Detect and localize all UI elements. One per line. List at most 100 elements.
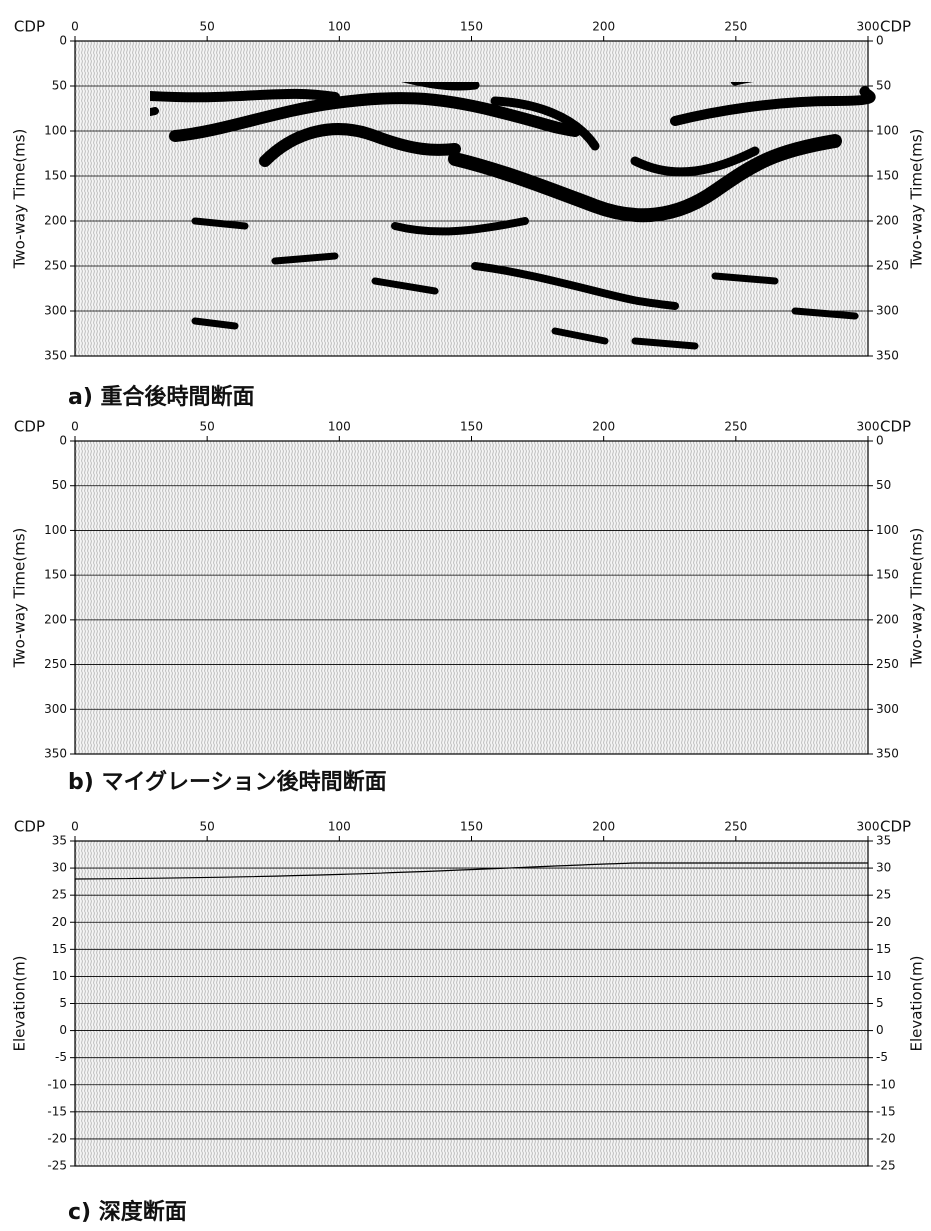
y-tick-label: -20 — [47, 1131, 67, 1145]
y-tick-label: 10 — [52, 969, 67, 983]
y-axis-label: Two-way Time(ms) — [11, 528, 29, 669]
y-tick-label: 250 — [44, 657, 67, 671]
x-tick-label: 50 — [200, 820, 215, 834]
y-tick-label: -15 — [47, 1104, 67, 1118]
y-tick-label: 50 — [876, 478, 891, 492]
y-tick-label: -5 — [876, 1050, 888, 1064]
y-tick-label: 200 — [44, 214, 67, 228]
y-tick-label: 30 — [876, 861, 891, 875]
x-tick-label: 300 — [857, 820, 880, 834]
y-tick-label: 0 — [876, 34, 884, 48]
caption: a) 重合後時間断面 — [68, 384, 255, 410]
y-tick-label: 150 — [876, 169, 899, 183]
x-tick-label: 300 — [857, 20, 880, 34]
y-tick-label: 50 — [52, 79, 67, 93]
y-tick-label: 30 — [52, 861, 67, 875]
x-axis-label: CDP — [14, 418, 45, 436]
y-tick-label: 250 — [44, 259, 67, 273]
x-axis-label: CDP — [14, 18, 45, 36]
x-tick-label: 250 — [724, 20, 747, 34]
y-tick-label: -25 — [876, 1159, 896, 1173]
y-tick-label: 100 — [876, 124, 899, 138]
x-tick-label: 200 — [592, 20, 615, 34]
y-tick-label: 250 — [876, 259, 899, 273]
y-axis-label: Elevation(m) — [11, 956, 29, 1052]
y-tick-label: 200 — [44, 612, 67, 626]
y-tick-label: 350 — [44, 349, 67, 363]
x-tick-label: 150 — [460, 820, 483, 834]
y-tick-label: -15 — [876, 1104, 896, 1118]
y-tick-label: 150 — [44, 169, 67, 183]
x-tick-label: 100 — [328, 820, 351, 834]
y-tick-label: 50 — [876, 79, 891, 93]
x-tick-label: 0 — [71, 420, 79, 434]
y-tick-label: 0 — [876, 1023, 884, 1037]
y-tick-label: 100 — [44, 124, 67, 138]
x-axis-label: CDP — [880, 418, 911, 436]
y-tick-label: 5 — [876, 996, 884, 1010]
y-tick-label: -20 — [876, 1131, 896, 1145]
plot-frame — [74, 840, 869, 1167]
y-axis-label: Elevation(m) — [908, 956, 926, 1052]
x-tick-label: 150 — [460, 420, 483, 434]
y-tick-label: 100 — [44, 523, 67, 537]
y-tick-label: 50 — [52, 478, 67, 492]
x-tick-label: 200 — [592, 820, 615, 834]
y-tick-label: 20 — [52, 915, 67, 929]
y-tick-label: 200 — [876, 612, 899, 626]
y-tick-label: 0 — [876, 434, 884, 448]
x-tick-label: 100 — [328, 420, 351, 434]
y-tick-label: 0 — [59, 34, 67, 48]
plot-frame — [74, 40, 869, 357]
y-tick-label: 0 — [59, 1023, 67, 1037]
surface-line — [74, 862, 868, 880]
x-tick-label: 150 — [460, 20, 483, 34]
x-axis-label: CDP — [880, 818, 911, 836]
y-tick-label: 35 — [52, 834, 67, 848]
y-tick-label: 300 — [44, 702, 67, 716]
y-axis-label: Two-way Time(ms) — [11, 129, 29, 270]
y-tick-label: 300 — [44, 304, 67, 318]
y-tick-label: 5 — [59, 996, 67, 1010]
x-axis-label: CDP — [880, 18, 911, 36]
y-tick-label: -5 — [55, 1050, 67, 1064]
caption: b) マイグレーション後時間断面 — [68, 769, 387, 795]
x-tick-label: 0 — [71, 820, 79, 834]
y-tick-label: -10 — [47, 1077, 67, 1091]
y-tick-label: 25 — [876, 888, 891, 902]
y-axis-label: Two-way Time(ms) — [908, 528, 926, 669]
y-tick-label: 350 — [876, 747, 899, 761]
y-tick-label: 20 — [876, 915, 891, 929]
y-tick-label: 200 — [876, 214, 899, 228]
x-tick-label: 50 — [200, 20, 215, 34]
x-tick-label: 300 — [857, 420, 880, 434]
y-tick-label: 300 — [876, 304, 899, 318]
plot-frame — [74, 440, 869, 755]
y-tick-label: 350 — [44, 747, 67, 761]
x-tick-label: 50 — [200, 420, 215, 434]
y-tick-label: 10 — [876, 969, 891, 983]
x-tick-label: 100 — [328, 20, 351, 34]
y-axis-label: Two-way Time(ms) — [908, 129, 926, 270]
y-tick-label: 15 — [876, 942, 891, 956]
y-tick-label: 0 — [59, 434, 67, 448]
caption: c) 深度断面 — [68, 1199, 187, 1225]
x-tick-label: 0 — [71, 20, 79, 34]
y-tick-label: 300 — [876, 702, 899, 716]
y-tick-label: 150 — [876, 568, 899, 582]
y-tick-label: 250 — [876, 657, 899, 671]
y-tick-label: 150 — [44, 568, 67, 582]
x-axis-label: CDP — [14, 818, 45, 836]
x-tick-label: 250 — [724, 820, 747, 834]
y-tick-label: 35 — [876, 834, 891, 848]
section-background — [75, 441, 868, 754]
y-tick-label: 25 — [52, 888, 67, 902]
x-tick-label: 250 — [724, 420, 747, 434]
x-tick-label: 200 — [592, 420, 615, 434]
y-tick-label: -25 — [47, 1159, 67, 1173]
y-tick-label: -10 — [876, 1077, 896, 1091]
y-tick-label: 100 — [876, 523, 899, 537]
y-tick-label: 350 — [876, 349, 899, 363]
y-tick-label: 15 — [52, 942, 67, 956]
